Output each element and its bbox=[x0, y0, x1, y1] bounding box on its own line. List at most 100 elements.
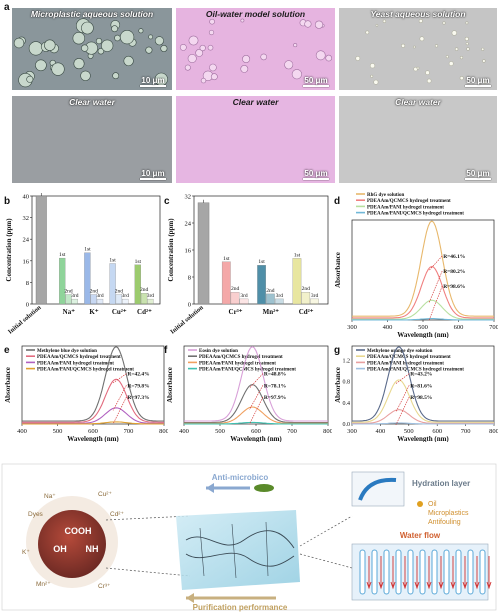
plot-frame bbox=[351, 219, 495, 321]
particle bbox=[26, 75, 34, 83]
micrograph-title: Clear water bbox=[395, 97, 441, 107]
particle bbox=[314, 20, 324, 29]
y-tick-label: 0.4 bbox=[343, 401, 351, 407]
y-tick-label: 32 bbox=[185, 194, 192, 201]
particle bbox=[293, 43, 298, 48]
round-label: 3rd bbox=[71, 293, 79, 299]
micrograph-clear-1: Clear water 10 μm bbox=[12, 96, 172, 183]
oil-droplet-icon bbox=[417, 501, 423, 507]
panel-d-line-chart: 300 400 500 600 700 Wavelength (nm) Absorbance… bbox=[334, 193, 498, 338]
round-label: 3rd bbox=[240, 293, 248, 299]
spectrum-line bbox=[352, 220, 494, 317]
x-label-initial: Initial solution bbox=[169, 304, 205, 336]
flow-arrow bbox=[366, 556, 372, 590]
x-label-ion: Cd²⁺ bbox=[137, 308, 152, 316]
y-tick-label: 0.0 bbox=[343, 422, 351, 428]
membrane-fiber bbox=[455, 549, 462, 595]
x-tick-label: 400 bbox=[17, 428, 27, 435]
particle bbox=[28, 41, 43, 56]
flow-arrow bbox=[438, 556, 444, 590]
removal-annotation: R=80.2% bbox=[443, 269, 465, 275]
bar-initial bbox=[35, 195, 47, 305]
polymer-crosslinks bbox=[199, 521, 269, 579]
y-tick-label: 16 bbox=[185, 248, 192, 255]
micrograph-clear-3: Clear water 50 μm bbox=[339, 96, 497, 183]
particle bbox=[209, 63, 217, 72]
x-label-ion: Cu²⁺ bbox=[112, 308, 127, 316]
particle bbox=[209, 18, 215, 25]
micrograph-sample-2: Oil-water model solution 50 μm bbox=[176, 8, 335, 90]
x-tick-label: 300 bbox=[347, 428, 357, 435]
y-tick-label: 24 bbox=[185, 221, 192, 228]
legend-label: RhG dye solution bbox=[367, 193, 404, 198]
removal-annotation: R=97.9% bbox=[264, 395, 286, 401]
particle bbox=[370, 74, 374, 78]
x-tick-label: 300 bbox=[347, 324, 357, 331]
particle bbox=[482, 59, 486, 63]
particle bbox=[434, 44, 439, 48]
particle bbox=[207, 44, 214, 51]
particle bbox=[448, 61, 454, 66]
x-tick-label: 500 bbox=[215, 428, 225, 435]
bar bbox=[134, 264, 141, 305]
legend-label: PDEAAm/QCMCS hydrogel treatment bbox=[367, 355, 451, 360]
spectrum-line bbox=[184, 421, 328, 425]
bar bbox=[292, 258, 302, 305]
x-tick-label: 600 bbox=[88, 428, 98, 435]
round-label: 1st bbox=[135, 259, 142, 265]
particle bbox=[35, 59, 47, 72]
x-tick-label: 400 bbox=[376, 428, 386, 435]
flow-arrow bbox=[474, 556, 480, 590]
particle bbox=[260, 53, 267, 61]
particle bbox=[145, 46, 153, 54]
scale-bar: 50 μm bbox=[303, 76, 329, 87]
anti-microbial-label: Anti-microbico bbox=[212, 473, 269, 482]
spectrum-line bbox=[352, 422, 494, 425]
spectrum-line bbox=[352, 346, 494, 422]
spectrum-line bbox=[352, 318, 494, 321]
particle bbox=[73, 58, 85, 70]
annotation-arrow bbox=[395, 396, 410, 426]
particle-field bbox=[179, 18, 332, 84]
particle bbox=[123, 55, 134, 67]
y-axis-label: Absorbance bbox=[4, 367, 12, 403]
legend-label: PDEAAm/QCMCS hydrogel treatment bbox=[37, 355, 121, 360]
panel-c-label: c bbox=[164, 196, 170, 207]
scale-bar-label: 10 μm bbox=[141, 76, 165, 85]
round-label: 1st bbox=[84, 247, 91, 253]
annotation-arrow bbox=[112, 385, 127, 411]
round-label: 1st bbox=[59, 252, 66, 258]
x-tick-label: 800 bbox=[489, 428, 498, 435]
particle bbox=[187, 53, 197, 63]
particle bbox=[138, 28, 144, 34]
ion-na: Na⁺ bbox=[44, 493, 56, 500]
x-tick-label: 600 bbox=[251, 428, 261, 435]
micrograph-title: Clear water bbox=[69, 97, 115, 107]
particle bbox=[80, 70, 91, 82]
flow-arrow bbox=[426, 556, 432, 590]
particle bbox=[111, 25, 118, 33]
scale-bar-label: 10 μm bbox=[141, 169, 165, 178]
scale-bar-line bbox=[140, 85, 166, 87]
bar bbox=[274, 298, 284, 305]
removal-annotation: R=97.3% bbox=[127, 395, 149, 401]
removal-annotation: R=78.1% bbox=[264, 383, 286, 389]
hydrogel-network bbox=[176, 510, 300, 590]
particle bbox=[413, 45, 416, 49]
annotation-arrow bbox=[428, 270, 443, 304]
round-label: 2nd bbox=[231, 286, 240, 292]
membrane-fiber bbox=[443, 549, 450, 595]
oil-label: Oil bbox=[428, 501, 437, 508]
panel-f-line-chart: 400 500 600 700 800 Wavelength (nm) Absorbance… bbox=[166, 345, 332, 442]
particle-group-oh: OH bbox=[53, 544, 67, 554]
hydration-layer-icon bbox=[358, 477, 397, 501]
legend-label: PDEAAm/PANI hydrogel treatment bbox=[37, 361, 114, 366]
y-tick-label: 0.8 bbox=[343, 380, 351, 386]
scale-bar-label: 50 μm bbox=[466, 169, 490, 178]
bar bbox=[109, 263, 116, 305]
scale-bar-label: 50 μm bbox=[304, 169, 328, 178]
x-label-ion: Cr³⁺ bbox=[229, 308, 243, 316]
particle bbox=[459, 55, 464, 60]
removal-annotation: R=43.2% bbox=[410, 372, 432, 378]
bar-initial bbox=[197, 202, 210, 305]
